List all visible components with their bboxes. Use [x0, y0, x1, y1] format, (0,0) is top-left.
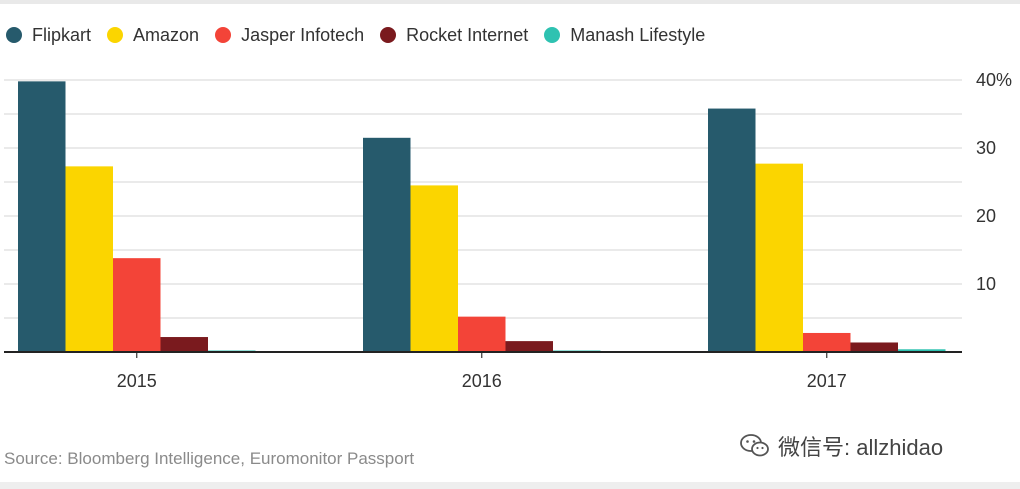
- legend-swatch: [544, 27, 561, 43]
- legend-item-3: Rocket Internet: [380, 25, 528, 46]
- bar-jasper-infotech-2016: [458, 316, 506, 352]
- legend-label: Manash Lifestyle: [570, 24, 706, 45]
- bar-flipkart-2016: [363, 137, 411, 352]
- bar-rocket-internet-2016: [505, 341, 553, 352]
- bar-amazon-2016: [410, 185, 458, 352]
- bar-chart: 10 20 30 40% 2015 2016 2017: [4, 70, 1012, 391]
- legend-label: Rocket Internet: [406, 24, 529, 45]
- y-tick-label: 20: [976, 206, 996, 226]
- legend-swatch: [380, 27, 397, 43]
- wechat-icon: [740, 434, 769, 457]
- watermark-text: 微信号: allzhidao: [778, 435, 944, 460]
- legend-swatch: [6, 27, 22, 43]
- legend-item-4: Manash Lifestyle: [544, 25, 705, 46]
- top-strip: [0, 0, 1020, 4]
- legend-swatch: [215, 27, 232, 43]
- bar-jasper-infotech-2017: [803, 332, 851, 352]
- bar-rocket-internet-2015: [160, 337, 208, 352]
- bar-rocket-internet-2017: [850, 342, 898, 352]
- bar-jasper-infotech-2015: [113, 258, 161, 352]
- legend-label: Flipkart: [32, 24, 92, 45]
- legend-swatch: [107, 27, 124, 43]
- chart-legend: Flipkart Amazon Jasper Infotech Rocket Inte…: [6, 22, 721, 48]
- x-tick-label: 2016: [462, 371, 502, 391]
- bar-amazon-2017: [755, 163, 803, 352]
- legend-item-0: Flipkart: [6, 25, 91, 46]
- legend-item-1: Amazon: [107, 25, 199, 46]
- bottom-strip: [0, 482, 1020, 489]
- bar-manash-lifestyle-2017: [898, 349, 946, 352]
- bar-amazon-2015: [65, 166, 113, 352]
- y-tick-label: 40%: [976, 70, 1012, 90]
- x-tick-label: 2017: [807, 371, 847, 391]
- watermark: 微信号: allzhidao: [740, 429, 943, 463]
- source-note: Source: Bloomberg Intelligence, Euromoni…: [4, 449, 415, 468]
- legend-label: Jasper Infotech: [241, 24, 365, 45]
- x-tick-label: 2015: [117, 371, 157, 391]
- y-tick-label: 30: [976, 138, 996, 158]
- y-tick-label: 10: [976, 274, 996, 294]
- bar-flipkart-2015: [18, 81, 66, 353]
- legend-label: Amazon: [133, 24, 200, 45]
- legend-item-2: Jasper Infotech: [215, 25, 364, 46]
- bar-flipkart-2017: [708, 108, 756, 352]
